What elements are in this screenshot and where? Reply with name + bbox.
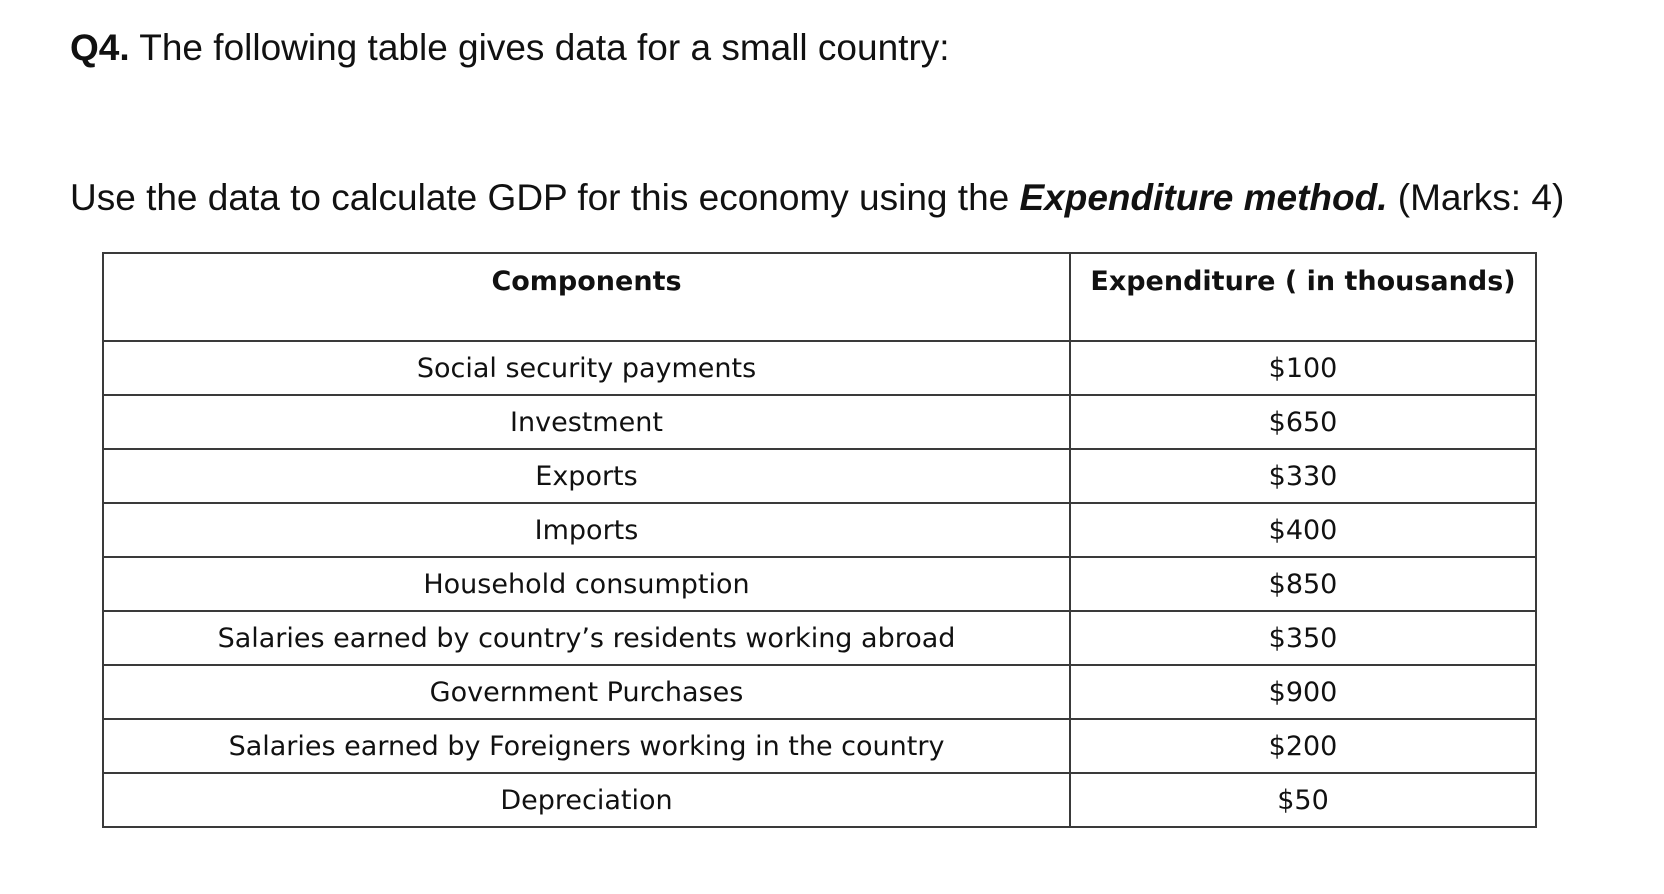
component-cell: Depreciation bbox=[102, 772, 1071, 828]
table-row: Salaries earned by country’s residents w… bbox=[102, 610, 1537, 666]
component-cell: Salaries earned by Foreigners working in… bbox=[102, 718, 1071, 774]
table-row: Household consumption $850 bbox=[102, 556, 1537, 612]
component-cell: Household consumption bbox=[102, 556, 1071, 612]
table-row: Salaries earned by Foreigners working in… bbox=[102, 718, 1537, 774]
expenditure-cell: $50 bbox=[1069, 772, 1537, 828]
table-row: Exports $330 bbox=[102, 448, 1537, 504]
expenditure-cell: $900 bbox=[1069, 664, 1537, 720]
method-name: Expenditure method. bbox=[1019, 177, 1388, 218]
expenditure-cell: $100 bbox=[1069, 340, 1537, 396]
expenditure-cell: $400 bbox=[1069, 502, 1537, 558]
expenditure-cell: $850 bbox=[1069, 556, 1537, 612]
table-header-row: Components Expenditure ( in thousands) bbox=[102, 252, 1537, 342]
component-cell: Social security payments bbox=[102, 340, 1071, 396]
component-cell: Salaries earned by country’s residents w… bbox=[102, 610, 1071, 666]
header-components: Components bbox=[102, 252, 1071, 342]
expenditure-cell: $650 bbox=[1069, 394, 1537, 450]
table-row: Government Purchases $900 bbox=[102, 664, 1537, 720]
expenditure-cell: $200 bbox=[1069, 718, 1537, 774]
table-row: Investment $650 bbox=[102, 394, 1537, 450]
question-number: Q4. bbox=[70, 27, 130, 68]
component-cell: Exports bbox=[102, 448, 1071, 504]
data-table: Components Expenditure ( in thousands) S… bbox=[102, 252, 1537, 828]
expenditure-cell: $330 bbox=[1069, 448, 1537, 504]
component-cell: Government Purchases bbox=[102, 664, 1071, 720]
question-title: Q4. The following table gives data for a… bbox=[70, 26, 950, 70]
table-row: Depreciation $50 bbox=[102, 772, 1537, 828]
question-text: The following table gives data for a sma… bbox=[129, 27, 950, 68]
header-expenditure: Expenditure ( in thousands) bbox=[1069, 252, 1537, 342]
table-row: Imports $400 bbox=[102, 502, 1537, 558]
marks-label: (Marks: 4) bbox=[1387, 177, 1565, 218]
expenditure-cell: $350 bbox=[1069, 610, 1537, 666]
instruction-text: Use the data to calculate GDP for this e… bbox=[70, 176, 1564, 220]
table-row: Social security payments $100 bbox=[102, 340, 1537, 396]
component-cell: Imports bbox=[102, 502, 1071, 558]
instruction-lead: Use the data to calculate GDP for this e… bbox=[70, 177, 1020, 218]
component-cell: Investment bbox=[102, 394, 1071, 450]
